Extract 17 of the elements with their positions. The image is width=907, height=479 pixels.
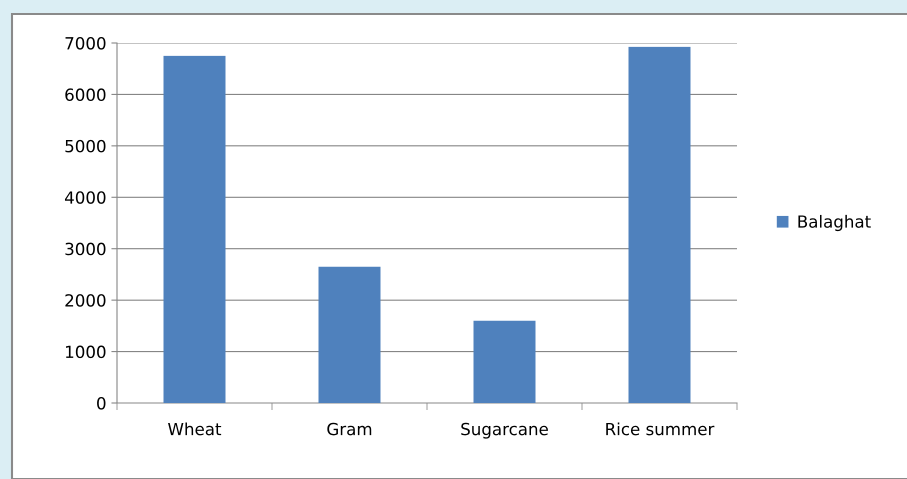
y-tick-label: 0 xyxy=(97,396,106,410)
y-tick-label: 2000 xyxy=(65,294,106,307)
y-tick-label: 1000 xyxy=(66,346,106,358)
y-tick-label: 5000 xyxy=(65,140,106,152)
y-tick-label: 4000 xyxy=(64,191,106,204)
bar xyxy=(318,266,380,403)
x-tick-label: Sugarcane xyxy=(461,422,548,439)
y-tick-label: 3000 xyxy=(65,242,106,256)
y-tick-label: 7000 xyxy=(66,36,106,50)
y-tick-label: 6000 xyxy=(65,88,106,101)
legend-label: Balaghat xyxy=(798,214,871,232)
bar xyxy=(474,320,536,403)
bar xyxy=(628,46,690,403)
x-tick-label: Wheat xyxy=(168,422,222,436)
bar xyxy=(164,56,226,403)
x-tick-label: Gram xyxy=(327,422,372,436)
x-tick-label: Rice summer xyxy=(606,422,714,436)
